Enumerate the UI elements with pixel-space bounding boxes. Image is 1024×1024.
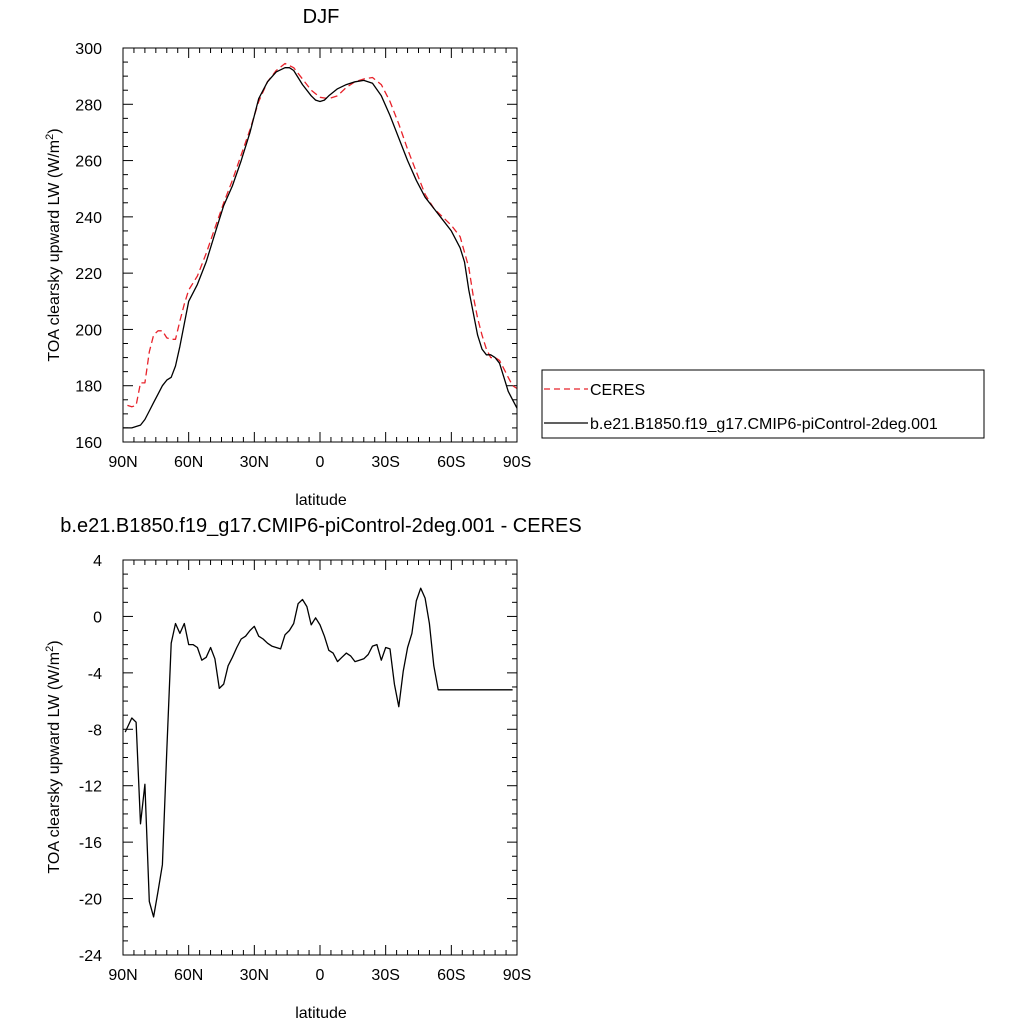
top-series-1-line — [123, 67, 518, 429]
top-y-tick-label: 180 — [75, 379, 102, 396]
top-y-tick-label: 200 — [75, 322, 102, 339]
legend-ceres-label: CERES — [590, 382, 645, 399]
top-y-tick-label: 300 — [75, 41, 102, 58]
top-plot-area: 90N 60N 30N 0 30S 60S 90S 160 180 200 220 240 260 280… — [75, 41, 531, 471]
top-x-tick-label: 30S — [371, 454, 399, 471]
top-x-tick-label: 90N — [108, 454, 137, 471]
top-panel: DJF 90N 60N 30N 0 30S 60S 90S 160 180 200 220 240 26… — [44, 6, 985, 509]
top-plot-frame — [122, 47, 518, 443]
top-y-tick-label: 220 — [75, 266, 102, 283]
top-ylabel: TOA clearsky upward LW (W/m2) — [44, 128, 63, 361]
top-x-tick-label: 0 — [316, 454, 325, 471]
bottom-panel: b.e21.B1850.f19_g17.CMIP6-piControl-2deg… — [44, 515, 582, 1022]
bottom-series-0-line — [124, 587, 513, 918]
bottom-xlabel: latitude — [295, 1005, 347, 1022]
top-ylabel-sup: 2 — [44, 134, 56, 140]
top-y-tick-label: 160 — [75, 435, 102, 452]
bottom-plot-frame — [122, 559, 518, 956]
bottom-y-tick-label: -24 — [79, 948, 102, 965]
bottom-ylabel-sup: 2 — [44, 646, 56, 652]
legend-box — [541, 369, 985, 439]
bottom-y-tick-label: -8 — [88, 722, 102, 739]
bottom-ylabel-close: ) — [46, 640, 63, 645]
top-legend: CERES b.e21.B1850.f19_g17.CMIP6-piContro… — [541, 369, 985, 439]
bottom-x-tick-label: 60N — [174, 967, 203, 984]
top-x-tick-label: 30N — [240, 454, 269, 471]
bottom-plot-area: 90N 60N 30N 0 30S 60S 90S -24 -20 -16 -12 -8 -4 0 4 — [79, 553, 531, 984]
bottom-x-tick-label: 0 — [316, 967, 325, 984]
bottom-title: b.e21.B1850.f19_g17.CMIP6-piControl-2deg… — [60, 515, 581, 537]
top-xlabel: latitude — [295, 492, 347, 509]
bottom-y-tick-label: -12 — [79, 779, 102, 796]
top-ylabel-close: ) — [46, 128, 63, 133]
bottom-x-tick-label: 30N — [240, 967, 269, 984]
top-ylabel-main: TOA clearsky upward LW (W/m — [46, 140, 63, 362]
top-x-tick-label: 60S — [437, 454, 465, 471]
bottom-y-tick-label: -20 — [79, 892, 102, 909]
bottom-x-tick-label: 90N — [108, 967, 137, 984]
legend-model-label: b.e21.B1850.f19_g17.CMIP6-piControl-2deg… — [590, 416, 938, 433]
top-title: DJF — [303, 6, 340, 28]
bottom-y-tick-label: -16 — [79, 835, 102, 852]
bottom-ylabel-main: TOA clearsky upward LW (W/m — [46, 652, 63, 874]
top-x-tick-label: 60N — [174, 454, 203, 471]
bottom-x-tick-label: 60S — [437, 967, 465, 984]
bottom-y-tick-label: -4 — [88, 666, 102, 683]
bottom-y-tick-label: 0 — [93, 609, 102, 626]
bottom-x-tick-label: 30S — [371, 967, 399, 984]
bottom-y-tick-label: 4 — [93, 553, 102, 570]
top-y-tick-label: 260 — [75, 154, 102, 171]
top-y-tick-label: 280 — [75, 97, 102, 114]
top-x-tick-label: 90S — [503, 454, 531, 471]
bottom-x-tick-label: 90S — [503, 967, 531, 984]
top-y-tick-label: 240 — [75, 210, 102, 227]
top-series-0-line — [127, 62, 518, 408]
bottom-ylabel: TOA clearsky upward LW (W/m2) — [44, 640, 63, 873]
